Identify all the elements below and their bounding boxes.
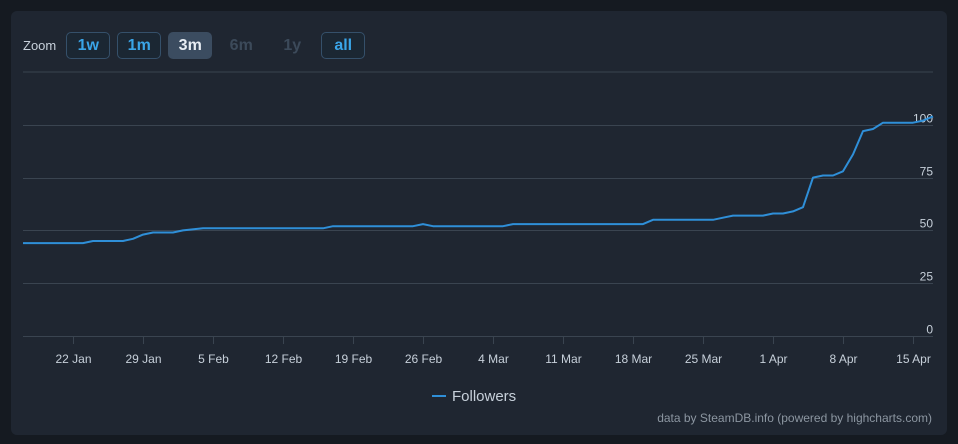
y-tick-label-25: 25 <box>920 270 934 284</box>
legend-item-followers[interactable]: Followers <box>452 388 516 405</box>
series-line-followers <box>23 115 934 245</box>
x-tick-label-26 Feb: 26 Feb <box>405 352 443 366</box>
chart-panel <box>11 11 947 435</box>
zoom-3m-button[interactable]: 3m <box>168 32 213 59</box>
x-tick-label-15 Apr: 15 Apr <box>896 352 931 366</box>
zoom-all-button[interactable]: all <box>321 32 366 59</box>
y-tick-label-0: 0 <box>926 323 933 337</box>
zoom-1y-button: 1y <box>283 36 302 54</box>
x-tick-label-4 Mar: 4 Mar <box>478 352 509 366</box>
x-tick-label-5 Feb: 5 Feb <box>198 352 229 366</box>
x-tick-label-19 Feb: 19 Feb <box>335 352 373 366</box>
y-tick-label-50: 50 <box>920 217 934 231</box>
y-tick-label-75: 75 <box>920 165 934 179</box>
zoom-toolbar: Zoom 1w 1m 3m 6m 1y all <box>23 31 366 60</box>
zoom-6m-button: 6m <box>229 36 253 54</box>
x-tick-label-8 Apr: 8 Apr <box>829 352 857 366</box>
x-tick-label-22 Jan: 22 Jan <box>55 352 91 366</box>
zoom-1w-button[interactable]: 1w <box>66 32 111 59</box>
x-tick-label-29 Jan: 29 Jan <box>125 352 161 366</box>
x-tick-label-1 Apr: 1 Apr <box>759 352 787 366</box>
x-tick-label-25 Mar: 25 Mar <box>685 352 722 366</box>
zoom-1m-button[interactable]: 1m <box>117 32 162 59</box>
x-tick-label-12 Feb: 12 Feb <box>265 352 303 366</box>
zoom-label: Zoom <box>23 38 57 53</box>
chart-credit[interactable]: data by SteamDB.info (powered by highcha… <box>657 411 932 425</box>
x-tick-label-18 Mar: 18 Mar <box>615 352 652 366</box>
x-tick-label-11 Mar: 11 Mar <box>545 352 581 366</box>
